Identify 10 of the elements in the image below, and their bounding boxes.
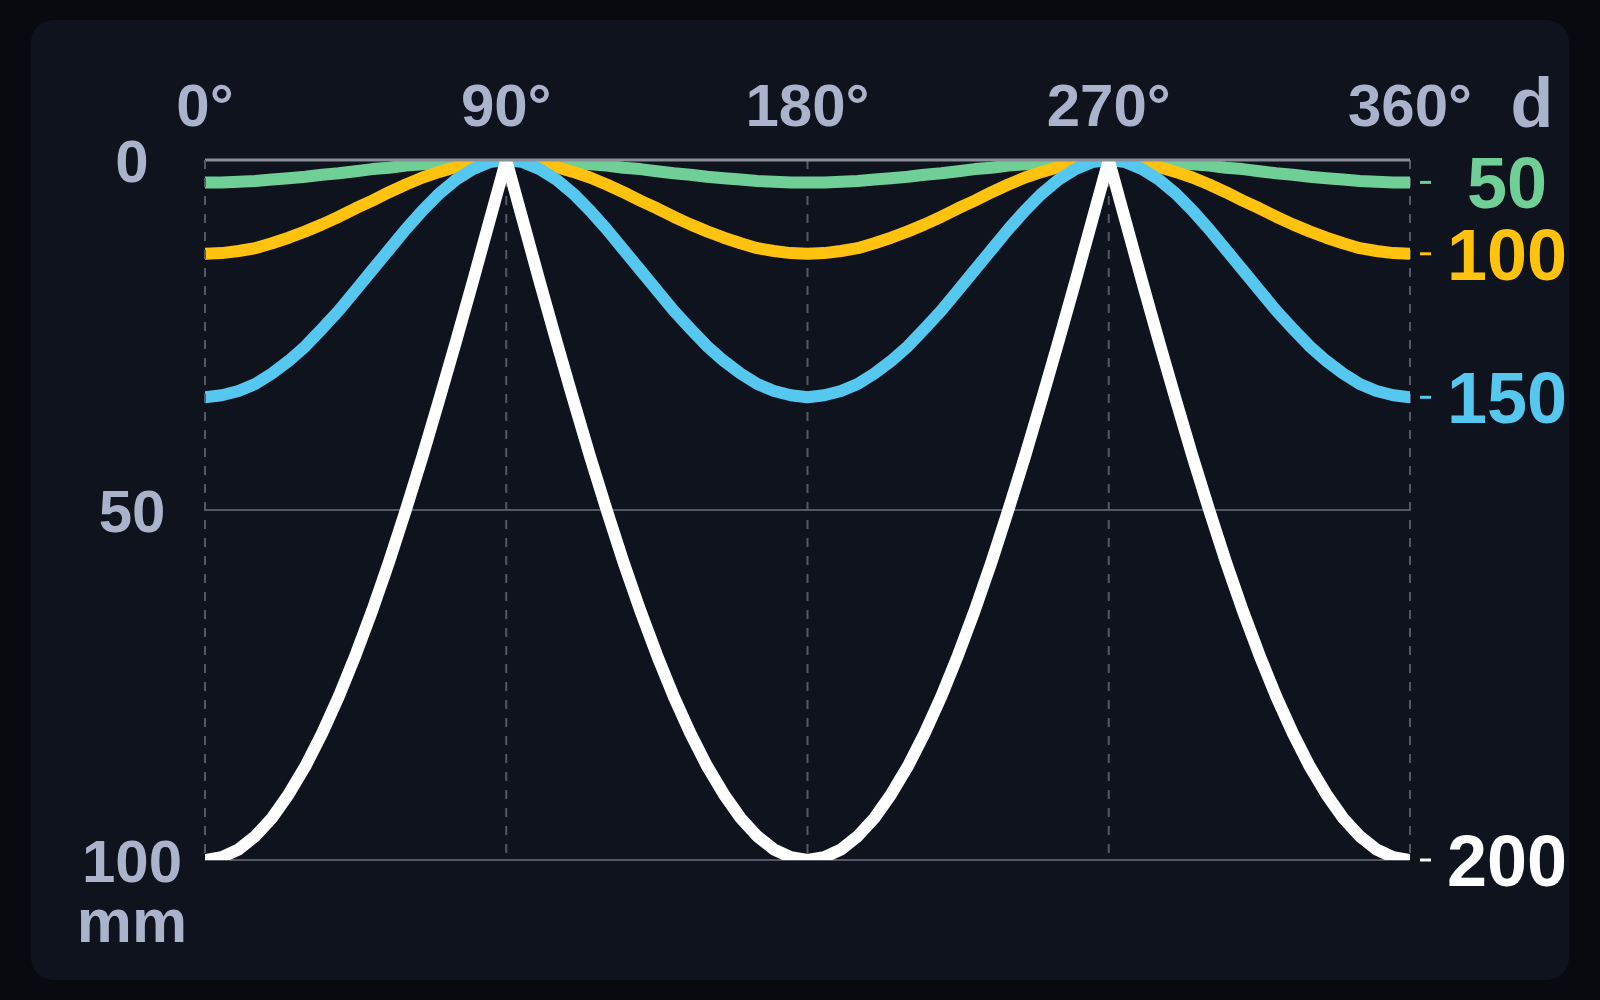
x-tick-label: 270°: [1046, 72, 1171, 139]
x-tick-label: 180°: [745, 72, 870, 139]
x-tick-label: 90°: [460, 72, 552, 139]
x-tick-label: 0°: [176, 72, 234, 139]
legend-label: 150: [1446, 358, 1568, 439]
legend-label: 200: [1446, 820, 1568, 901]
y-tick-label: 0: [115, 127, 149, 195]
y-tick-label: 50: [98, 477, 166, 545]
x-tick-label: 360°: [1347, 72, 1473, 139]
legend-title: d: [1510, 64, 1554, 142]
